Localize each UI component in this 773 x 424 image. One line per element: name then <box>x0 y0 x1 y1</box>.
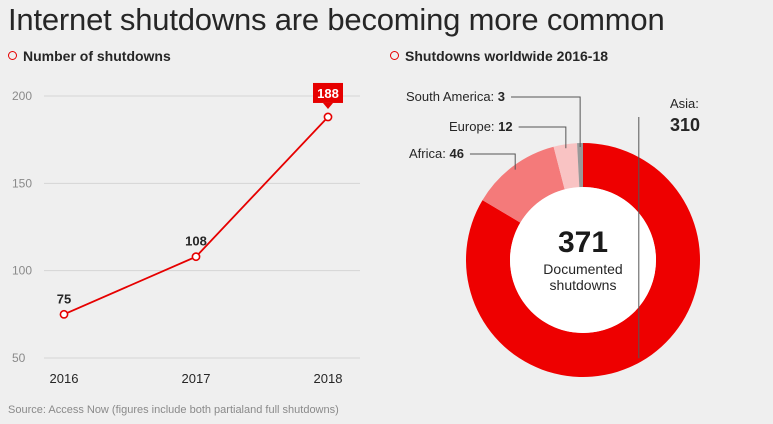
donut-chart-title: Shutdowns worldwide 2016-18 <box>390 48 608 64</box>
y-tick-label: 150 <box>12 176 32 190</box>
donut-slice-asia <box>466 143 701 377</box>
data-point <box>191 252 201 262</box>
slice-value: 12 <box>498 119 512 134</box>
slice-value: 310 <box>670 115 700 135</box>
x-tick-label: 2016 <box>50 371 79 386</box>
data-label: 188 <box>317 86 339 101</box>
y-tick-label: 200 <box>12 89 32 103</box>
slice-label-name: Europe: <box>449 119 498 134</box>
data-point <box>323 112 333 122</box>
donut-caption-line: shutdowns <box>550 277 617 293</box>
slice-value: 3 <box>498 89 505 104</box>
x-tick-label: 2018 <box>314 371 343 386</box>
donut-total: 371 <box>558 226 608 259</box>
circle-bullet-icon <box>390 51 399 60</box>
donut-caption-line: Documented <box>543 261 622 277</box>
y-tick-label: 50 <box>12 351 26 365</box>
circle-bullet-icon <box>8 51 17 60</box>
data-label: 108 <box>185 234 207 249</box>
data-point <box>59 309 69 319</box>
y-tick-label: 100 <box>12 264 32 278</box>
slice-label: Asia: <box>670 96 699 111</box>
series-line <box>63 116 329 316</box>
line-chart-title: Number of shutdowns <box>8 48 171 64</box>
slice-label: South America: 3 <box>406 89 505 104</box>
donut-chart-title-text: Shutdowns worldwide 2016-18 <box>405 48 609 64</box>
slice-label-name: Africa: <box>409 146 449 161</box>
donut-slice-europe <box>553 143 580 190</box>
data-label: 75 <box>57 291 71 306</box>
slice-value: 46 <box>449 146 463 161</box>
highlight-label-pointer <box>323 102 333 109</box>
donut-slice-south-america <box>577 143 583 188</box>
donut-center <box>510 187 656 333</box>
source-note: Source: Access Now (figures include both… <box>8 404 339 416</box>
page-title: Internet shutdowns are becoming more com… <box>8 2 665 37</box>
x-tick-label: 2017 <box>182 371 211 386</box>
slice-label: Africa: 46 <box>409 146 464 161</box>
leader-line <box>469 153 516 170</box>
leader-line <box>511 96 581 148</box>
line-chart-title-text: Number of shutdowns <box>23 48 171 64</box>
line-chart: 50 100 150 200 2016 2017 2018 75 108 188 <box>12 82 360 386</box>
slice-label: Europe: 12 <box>449 119 513 134</box>
highlight-label-box <box>313 82 343 103</box>
leader-line <box>518 126 567 149</box>
slice-label-name: South America: <box>406 89 498 104</box>
donut-slice-africa <box>482 146 565 223</box>
